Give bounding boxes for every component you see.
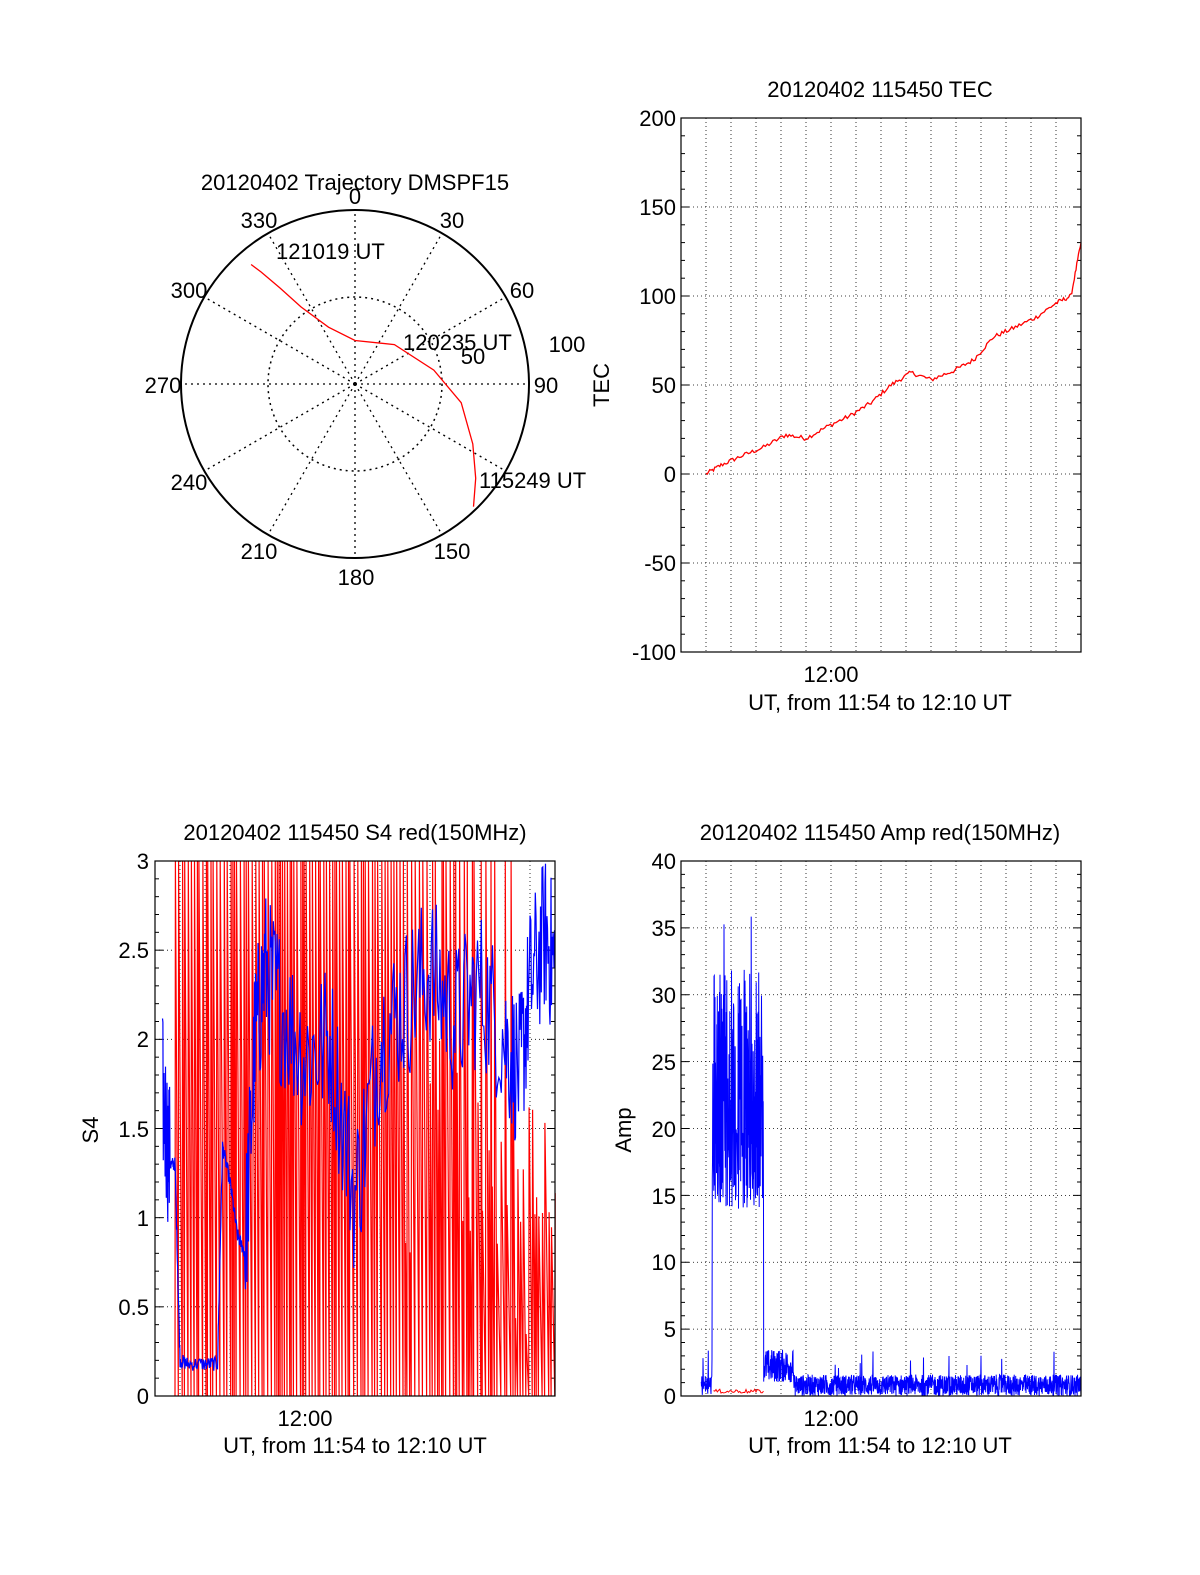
s4-ylabel: S4 — [78, 1117, 103, 1144]
tec-ytick-m100: -100 — [632, 640, 676, 665]
amp-blue-series — [700, 916, 1082, 1397]
amp-grid — [681, 861, 1081, 1396]
trajectory-line — [250, 263, 477, 507]
radial-label-100: 100 — [549, 332, 586, 357]
tec-ytick-50: 50 — [652, 373, 676, 398]
az-label-300: 300 — [171, 278, 208, 303]
traj-label-start: 115249 UT — [479, 468, 586, 493]
az-label-240: 240 — [171, 470, 208, 495]
tec-grid — [681, 118, 1081, 652]
az-label-60: 60 — [510, 278, 534, 303]
traj-label-mid: 120235 UT — [403, 330, 512, 355]
s4-xlabel: UT, from 11:54 to 12:10 UT — [223, 1433, 487, 1458]
amp-ytick-25: 25 — [652, 1050, 676, 1075]
az-label-180: 180 — [338, 565, 375, 590]
tec-series-line — [705, 242, 1082, 476]
tec-ytick-150: 150 — [639, 195, 676, 220]
polar-spokes — [181, 210, 529, 558]
s4-frame — [154, 860, 556, 1397]
s4-ytick-2: 2 — [137, 1027, 149, 1052]
polar-outer-circle — [180, 209, 530, 559]
s4-xtick-1200: 12:00 — [277, 1406, 332, 1431]
amp-ytick-10: 10 — [652, 1250, 676, 1275]
polar-spoke-330 — [267, 232, 356, 385]
amp-ytick-40: 40 — [652, 849, 676, 874]
amp-ylabel: Amp — [611, 1107, 636, 1152]
amp-red-series — [713, 1388, 764, 1394]
tec-ytick-100: 100 — [639, 284, 676, 309]
s4-red-spikes — [174, 860, 556, 1397]
polar-inner-circle — [267, 296, 443, 472]
tec-title: 20120402 115450 TEC — [767, 77, 993, 102]
amp-ticks — [681, 860, 1081, 1397]
polar-spoke-30 — [354, 232, 443, 385]
polar-title: 20120402 Trajectory DMSPF15 — [201, 170, 509, 195]
polar-panel: 20120402 Trajectory DMSPF15 0 30 60 90 1… — [145, 170, 587, 590]
tec-xlabel: UT, from 11:54 to 12:10 UT — [748, 690, 1012, 715]
s4-blue-series — [161, 863, 556, 1371]
polar-spoke-150 — [354, 383, 443, 536]
polar-spoke-240 — [203, 383, 356, 472]
traj-label-end: 121019 UT — [276, 239, 385, 264]
s4-ytick-0.5: 0.5 — [118, 1295, 149, 1320]
az-label-0: 0 — [349, 184, 361, 209]
az-label-330: 330 — [241, 208, 278, 233]
s4-title: 20120402 115450 S4 red(150MHz) — [183, 820, 526, 845]
az-label-270: 270 — [145, 373, 182, 398]
polar-spoke-210 — [267, 383, 356, 536]
tec-frame — [680, 117, 1082, 653]
amp-ytick-35: 35 — [652, 916, 676, 941]
s4-red-series — [174, 860, 556, 1397]
amp-frame — [680, 860, 1082, 1397]
s4-ytick-0: 0 — [137, 1384, 149, 1409]
polar-spoke-60 — [354, 296, 507, 385]
s4-ytick-1: 1 — [137, 1206, 149, 1231]
tec-xtick-1200: 12:00 — [803, 662, 858, 687]
polar-spoke-300 — [203, 296, 356, 385]
az-label-90: 90 — [534, 373, 558, 398]
az-label-30: 30 — [440, 208, 464, 233]
amp-title: 20120402 115450 Amp red(150MHz) — [700, 820, 1060, 845]
tec-ytick-m50: -50 — [644, 551, 676, 576]
tec-ylabel: TEC — [589, 363, 614, 407]
s4-ytick-3: 3 — [137, 849, 149, 874]
tec-ytick-200: 200 — [639, 106, 676, 131]
amp-xlabel: UT, from 11:54 to 12:10 UT — [748, 1433, 1012, 1458]
amp-ytick-20: 20 — [652, 1117, 676, 1142]
amp-ytick-0: 0 — [664, 1384, 676, 1409]
az-label-150: 150 — [434, 539, 471, 564]
radial-label-50: 50 — [461, 344, 485, 369]
amp-ytick-15: 15 — [652, 1184, 676, 1209]
tec-panel: 20120402 115450 TEC 200 150 100 50 0 -50… — [589, 77, 1082, 715]
amp-panel: 20120402 115450 Amp red(150MHz) 40 35 30… — [611, 820, 1082, 1458]
s4-panel: 20120402 115450 S4 red(150MHz) 3 2.5 2 1… — [78, 820, 556, 1458]
tec-ticks — [681, 117, 1081, 653]
amp-ytick-30: 30 — [652, 983, 676, 1008]
amp-ytick-5: 5 — [664, 1317, 676, 1342]
amp-xtick-1200: 12:00 — [803, 1406, 858, 1431]
az-label-210: 210 — [241, 539, 278, 564]
s4-ytick-2.5: 2.5 — [118, 938, 149, 963]
polar-spoke-120 — [354, 383, 507, 472]
tec-ytick-0: 0 — [664, 462, 676, 487]
s4-ytick-1.5: 1.5 — [118, 1117, 149, 1142]
